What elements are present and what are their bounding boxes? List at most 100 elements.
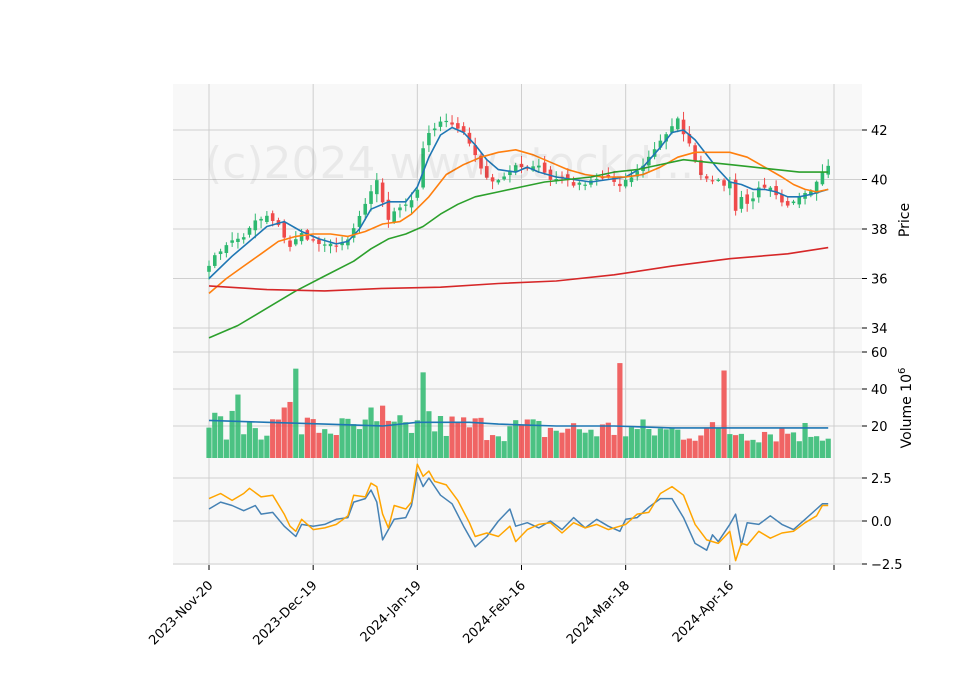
price-axis-tick-label: 40 (871, 174, 888, 189)
candle-body (334, 245, 339, 247)
candle-body (566, 174, 570, 181)
volume-moving-average-line (208, 419, 829, 429)
candle-body (392, 211, 396, 223)
volume-bar (802, 422, 808, 458)
volume-bar (385, 420, 392, 458)
oscillator-line-1 (208, 472, 829, 551)
volume-bar (594, 436, 600, 458)
candle-body (693, 145, 697, 162)
volume-bar (304, 417, 310, 458)
volume-bar (322, 429, 328, 458)
volume-bar (426, 411, 432, 458)
candle-body (294, 239, 298, 245)
price-panel-background (173, 84, 862, 352)
candle-body (739, 197, 744, 209)
oscillator-line-2 (208, 463, 829, 562)
volume-bar (281, 407, 287, 458)
volume-bar (657, 428, 663, 458)
volume-bar (501, 441, 507, 458)
price-axis-title: Price (897, 203, 913, 237)
candle-body (224, 245, 229, 254)
volume-bar (698, 435, 704, 458)
volume-bar (518, 425, 525, 458)
volume-bar (408, 432, 415, 458)
volume-bar (646, 428, 652, 458)
volume-bar (756, 442, 762, 458)
candle-body (421, 148, 425, 188)
volume-bar (374, 421, 380, 458)
watermark-text: (c)2024 www.stockdr... (205, 138, 708, 189)
price-moving-average-line-4 (208, 246, 829, 292)
candle-body (461, 126, 466, 133)
candle-body (265, 215, 269, 222)
candle-body (733, 179, 738, 211)
volume-bar (588, 429, 594, 458)
volume-bar (825, 438, 831, 458)
candle-body (716, 179, 721, 181)
volume-bar (264, 435, 270, 458)
candle-body (577, 182, 582, 185)
volume-bar (327, 433, 334, 458)
volume-bar (536, 420, 542, 458)
candle-body (259, 218, 263, 221)
candle-body (386, 199, 391, 220)
candle-body (253, 220, 258, 231)
candle-body (230, 240, 234, 243)
candle-body (675, 118, 680, 130)
candle-body (658, 140, 663, 148)
price-axis-tick-label: 42 (871, 124, 888, 139)
candle-body (756, 187, 761, 198)
volume-bar (420, 372, 426, 458)
x-axis-tick-label: 2024-Feb-16 (460, 578, 529, 647)
candle-body (594, 178, 599, 181)
candle-body (780, 194, 784, 203)
candle-body (826, 165, 831, 175)
volume-bar (680, 439, 687, 458)
candle-body (363, 203, 368, 215)
volume-bar (767, 434, 773, 458)
candle-body (496, 180, 501, 183)
volume-bar (333, 435, 339, 458)
candle-body (618, 183, 622, 187)
candle-body (814, 181, 819, 194)
volume-bar (287, 401, 293, 458)
volume-bar (761, 431, 768, 458)
volume-bar (414, 420, 420, 458)
candle-body (583, 184, 587, 186)
volume-bar (513, 420, 519, 458)
candle-body (351, 228, 356, 238)
candle-body (369, 191, 373, 204)
candle-body (502, 176, 506, 180)
candle-body (299, 233, 304, 242)
candle-body (207, 265, 211, 272)
oscillator-panel: −2.5 0.0 2.5 (173, 458, 903, 573)
price-moving-average-line-2 (208, 149, 829, 295)
oscillator-axis-tick-label: −2.5 (871, 558, 903, 573)
candle-body (508, 171, 512, 176)
volume-bar (217, 416, 224, 458)
volume-bar (785, 433, 791, 458)
volume-bar (449, 416, 455, 458)
x-axis-tick-label: 2024-Apr-16 (670, 578, 737, 645)
candle-body (403, 204, 408, 206)
volume-bar (229, 410, 235, 458)
volume-bar (686, 438, 692, 458)
candle-body (346, 239, 350, 246)
candle-body (745, 194, 749, 204)
volume-bar (547, 427, 554, 458)
price-moving-average-line-3 (208, 158, 829, 339)
candle-body (629, 177, 634, 183)
volume-bar (715, 427, 721, 458)
volume-bar (524, 419, 530, 458)
price-axis-tick-label: 38 (871, 223, 888, 238)
candle-body (531, 166, 535, 171)
candle-body (797, 196, 802, 205)
volume-bar (293, 368, 299, 458)
candle-body (288, 240, 292, 247)
volume-bar (258, 439, 264, 458)
candle-body (762, 184, 767, 188)
volume-bar (310, 419, 316, 458)
volume-bar (570, 423, 577, 458)
candle-body (444, 120, 449, 123)
